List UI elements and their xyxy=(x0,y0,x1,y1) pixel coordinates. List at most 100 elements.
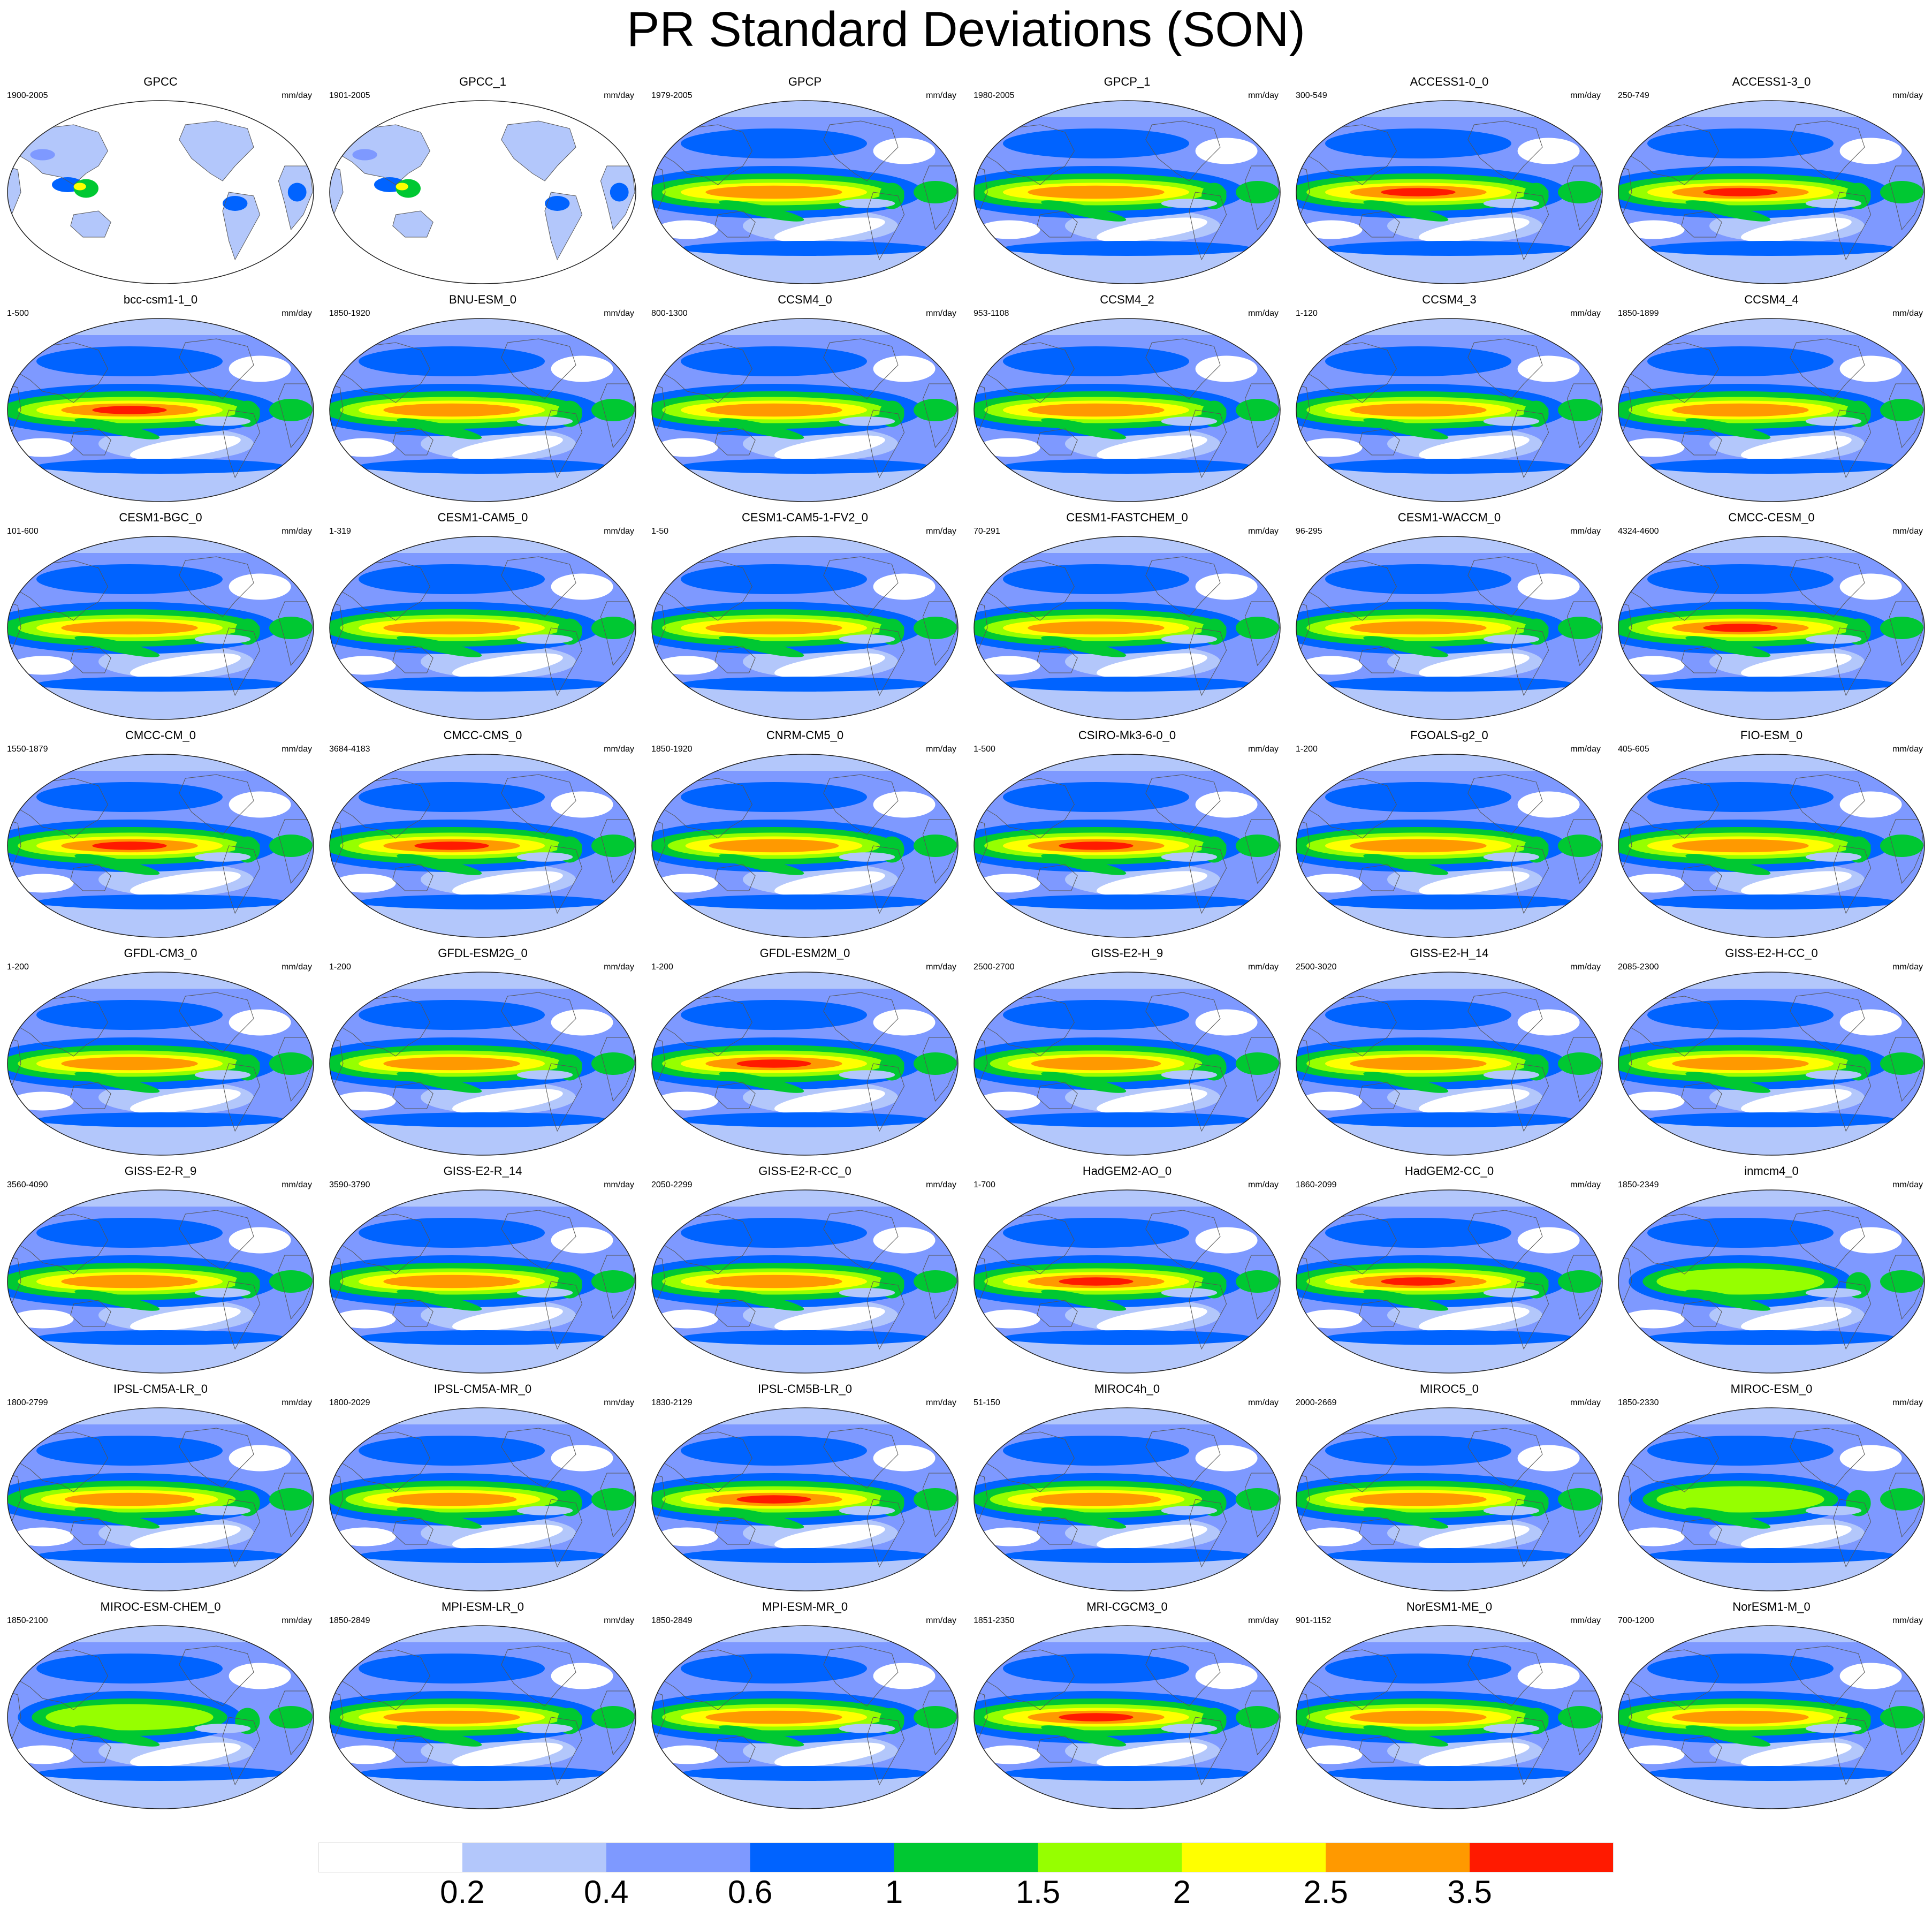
precip-band xyxy=(1059,841,1134,850)
coastline xyxy=(1189,1281,1227,1350)
coastline xyxy=(1618,165,1632,223)
coastline xyxy=(1511,845,1549,914)
coastline xyxy=(339,778,430,839)
panel-units: mm/day xyxy=(1570,1616,1601,1625)
coastline xyxy=(1037,1735,1078,1763)
coastline xyxy=(866,627,905,696)
panel-years: 405-605 xyxy=(1618,745,1649,754)
map-panel: CESM1-CAM5-1-FV2_0 1-50 mm/day xyxy=(647,511,963,725)
coastline xyxy=(974,165,988,223)
precip-band xyxy=(1656,1486,1824,1513)
precip-band xyxy=(383,1275,520,1288)
coastline xyxy=(392,646,433,673)
coastline xyxy=(501,1428,576,1489)
precip-band xyxy=(736,1059,811,1068)
coastline xyxy=(1467,774,1543,835)
coastline xyxy=(222,1281,261,1350)
coastline xyxy=(1618,1690,1632,1748)
coastline xyxy=(1628,996,1719,1057)
map-panel: GPCP_1 1980-2005 mm/day xyxy=(969,75,1285,289)
precip-band xyxy=(383,403,520,417)
precip-map xyxy=(1296,754,1603,938)
map-frame xyxy=(973,536,1281,720)
coastline xyxy=(339,996,430,1057)
coastline xyxy=(1790,992,1865,1053)
precip-map xyxy=(1618,754,1925,938)
coastline xyxy=(1296,165,1310,223)
map-frame xyxy=(7,536,314,720)
map-panel: CCSM4_4 1850-1899 mm/day xyxy=(1614,293,1929,507)
precip-band xyxy=(1350,1710,1487,1724)
coastline xyxy=(1628,1431,1719,1492)
coastline xyxy=(179,992,254,1053)
coastline xyxy=(1189,1717,1227,1786)
coastline xyxy=(1359,1518,1400,1545)
map-frame xyxy=(973,754,1281,938)
map-panel: ACCESS1-3_0 250-749 mm/day xyxy=(1614,75,1929,289)
panel-units: mm/day xyxy=(1892,527,1923,536)
coastline xyxy=(866,192,905,261)
coastline xyxy=(714,864,756,891)
panel-title: CCSM4_0 xyxy=(778,293,832,306)
colorbar-tick-label: 0.4 xyxy=(584,1874,629,1910)
coastline xyxy=(984,996,1075,1057)
panel-years: 3560-4090 xyxy=(7,1180,48,1189)
colorbar-swatch xyxy=(750,1842,895,1872)
coastline xyxy=(392,1518,433,1545)
precip-band xyxy=(1059,1277,1134,1286)
coastline xyxy=(501,774,576,835)
panel-title: CESM1-CAM5_0 xyxy=(437,511,528,524)
map-panel: CCSM4_0 800-1300 mm/day xyxy=(647,293,963,507)
precip-map xyxy=(1296,972,1603,1156)
map-panel: CMCC-CM_0 1550-1879 mm/day xyxy=(3,729,318,943)
colorbar-tick-label: 0.2 xyxy=(440,1874,485,1910)
coastline xyxy=(652,1037,666,1095)
panel-title: GFDL-ESM2M_0 xyxy=(759,946,850,960)
map-frame xyxy=(651,754,959,938)
precip-band xyxy=(709,839,839,853)
coastline xyxy=(823,1428,899,1489)
panel-title: GISS-E2-H-CC_0 xyxy=(1725,946,1818,960)
map-panel: FIO-ESM_0 405-605 mm/day xyxy=(1614,729,1929,943)
panel-units: mm/day xyxy=(1248,745,1279,754)
panel-units: mm/day xyxy=(282,527,312,536)
precip-map xyxy=(1296,1625,1603,1809)
colorbar-border xyxy=(318,1842,1614,1872)
panel-title: MIROC4h_0 xyxy=(1094,1382,1160,1396)
coastline xyxy=(330,383,344,441)
precip-band xyxy=(1028,621,1165,635)
panel-units: mm/day xyxy=(282,309,312,318)
panel-years: 1850-2849 xyxy=(651,1616,693,1625)
coastline xyxy=(330,1690,344,1748)
precip-map xyxy=(1618,100,1925,284)
coastline xyxy=(330,819,344,877)
coastline xyxy=(1628,1214,1719,1275)
coastline xyxy=(866,845,905,914)
coastline xyxy=(501,556,576,617)
panel-units: mm/day xyxy=(282,1616,312,1625)
coastline xyxy=(392,1082,433,1109)
precip-band xyxy=(61,1275,198,1288)
panel-years: 1-200 xyxy=(1296,745,1318,754)
coastline xyxy=(652,601,666,659)
coastline xyxy=(823,992,899,1053)
map-frame xyxy=(1296,536,1603,720)
colorbar-swatch xyxy=(1470,1842,1614,1872)
coastline xyxy=(714,1300,756,1327)
precip-band xyxy=(705,403,842,417)
colorbar-labels: 0.2 0.4 0.6 1 1.5 2 2.5 3.5 xyxy=(318,1874,1614,1911)
coastline xyxy=(330,1473,344,1530)
panel-units: mm/day xyxy=(1892,309,1923,318)
coastline xyxy=(1790,338,1865,399)
colorbar-swatch xyxy=(462,1842,607,1872)
precip-map xyxy=(651,754,959,938)
panel-title: CCSM4_2 xyxy=(1100,293,1154,306)
colorbar-swatch xyxy=(1182,1842,1326,1872)
coastline xyxy=(1790,556,1865,617)
coastline xyxy=(179,338,254,399)
panel-title: HadGEM2-AO_0 xyxy=(1082,1164,1172,1178)
coastline xyxy=(544,410,583,479)
coastline xyxy=(652,819,666,877)
map-frame xyxy=(1618,100,1925,284)
map-frame xyxy=(1296,1625,1603,1809)
